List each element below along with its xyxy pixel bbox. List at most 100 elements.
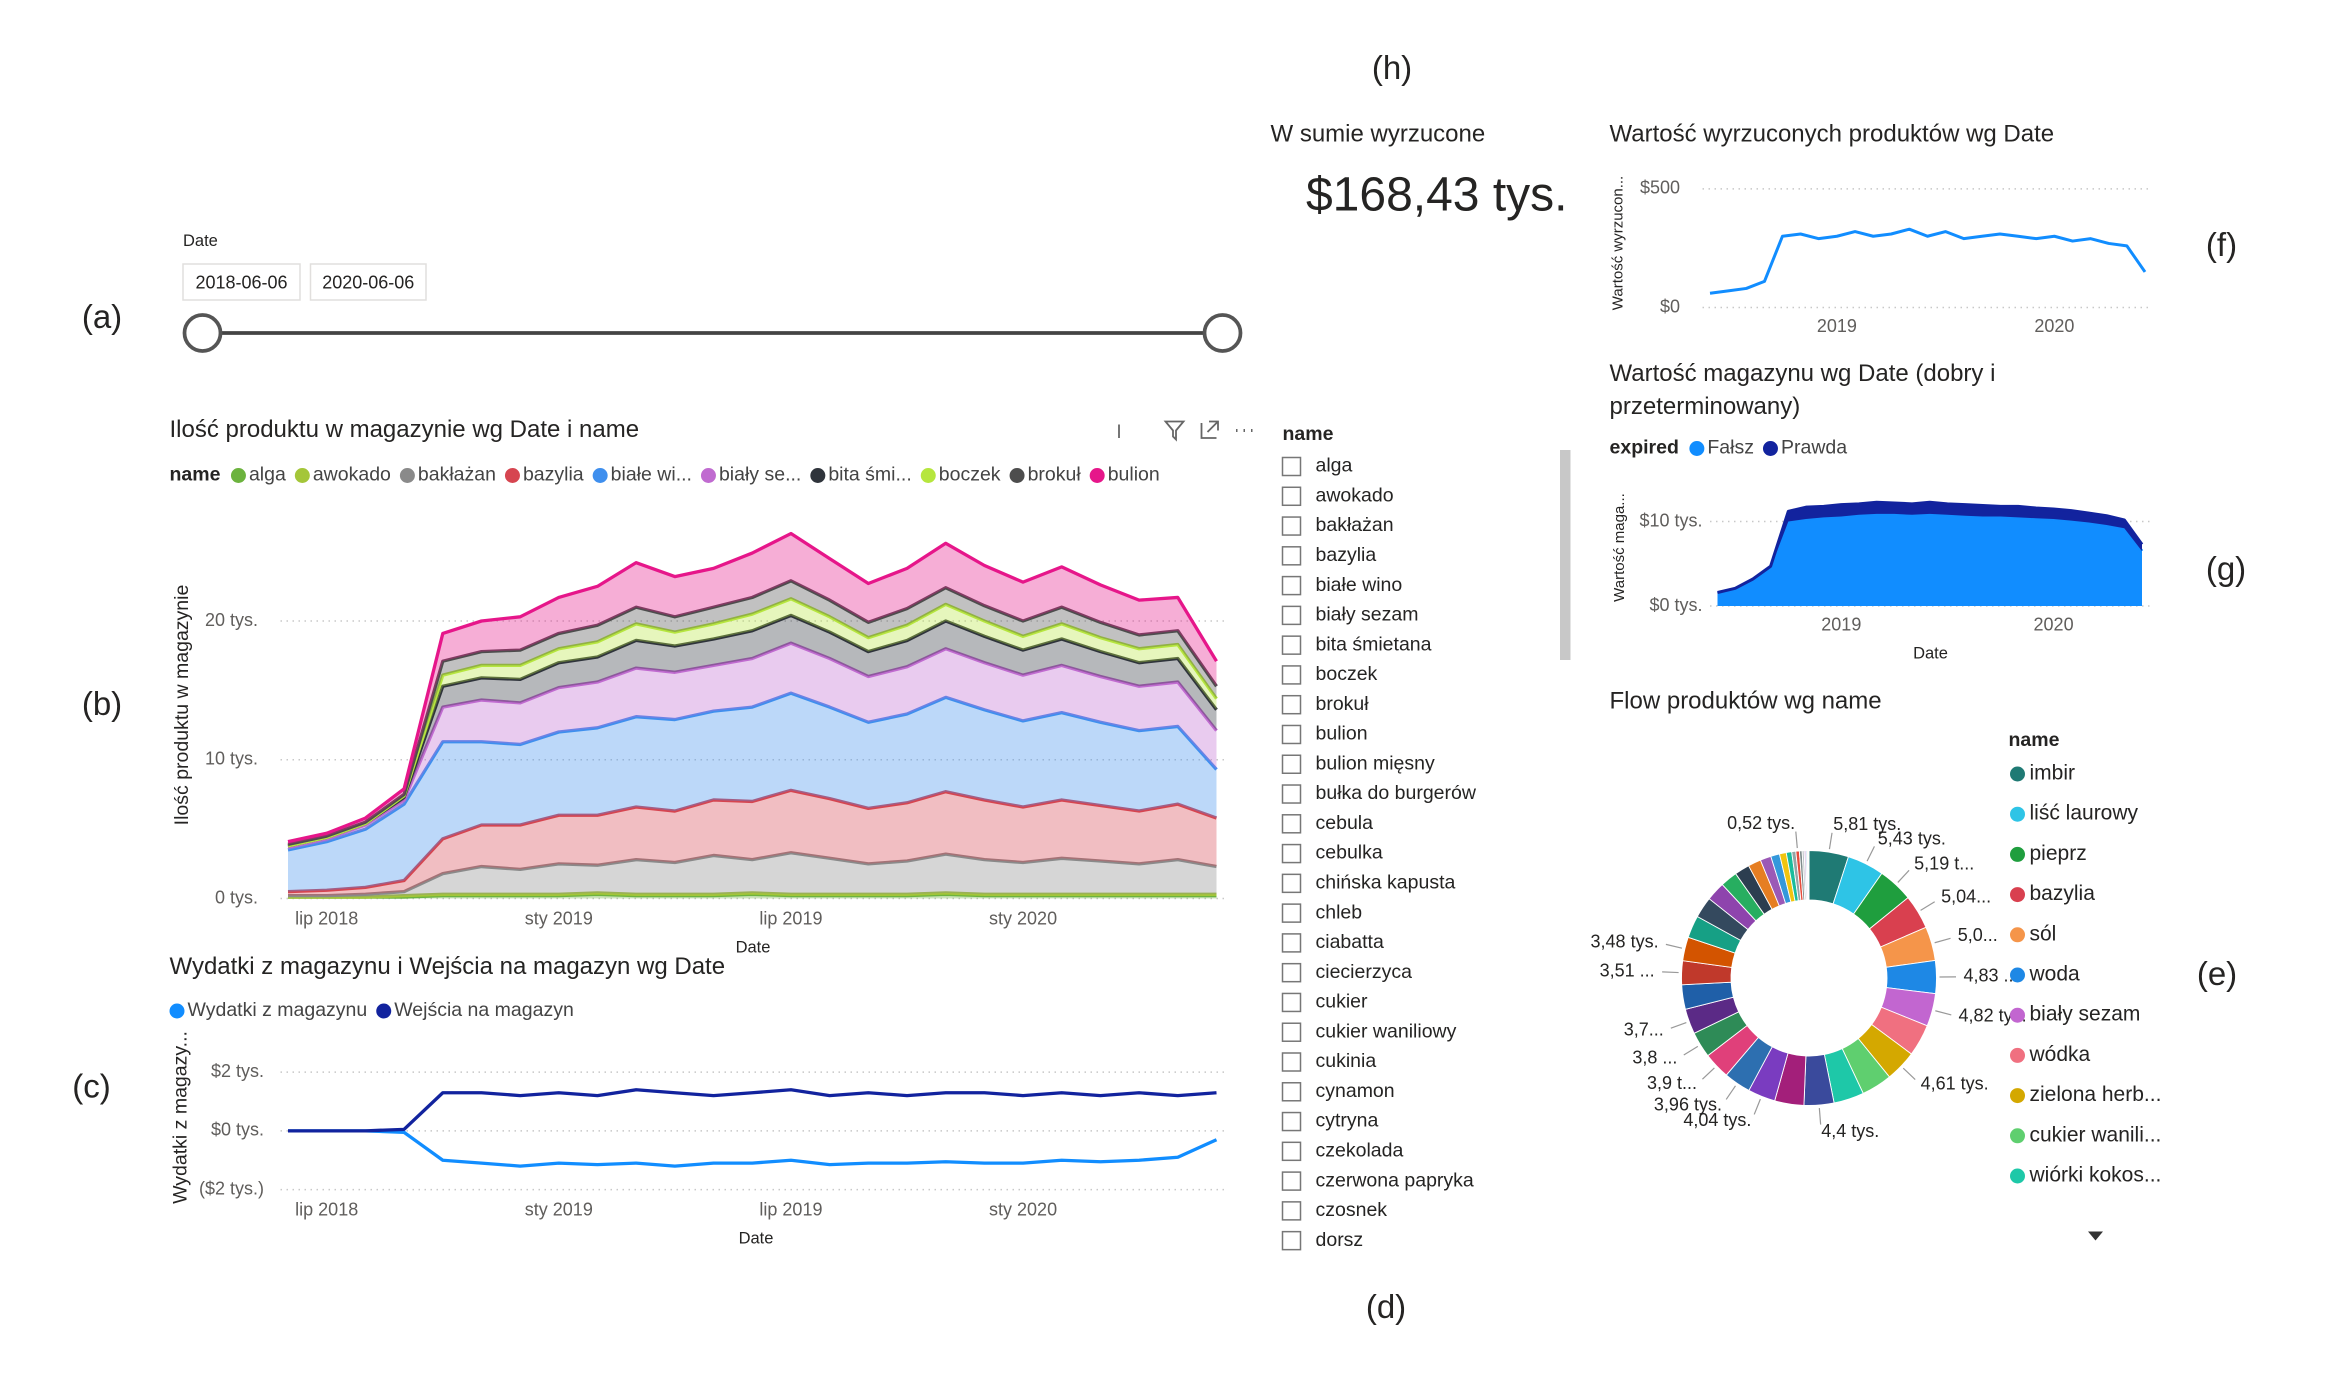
checkbox[interactable] <box>1281 1052 1302 1072</box>
data-label: 3,51 ... <box>1600 960 1655 980</box>
legend-label: biały se... <box>719 464 801 486</box>
line <box>288 1088 1217 1133</box>
legend-marker <box>2010 846 2025 862</box>
slicer-item: cebula <box>1316 812 1374 834</box>
checkbox[interactable] <box>1281 933 1302 953</box>
checkbox[interactable] <box>1281 1082 1302 1102</box>
x-tick-label: 2019 <box>1817 316 1857 336</box>
area-line <box>288 891 1217 899</box>
slider-handle[interactable] <box>1202 313 1243 353</box>
data-label: 5,19 t... <box>1914 854 1974 874</box>
legend-marker <box>2010 1168 2025 1184</box>
leader-line <box>1702 1067 1715 1080</box>
slicer-item: ciecierzyca <box>1316 961 1413 983</box>
checkbox[interactable] <box>1281 1171 1302 1191</box>
checkbox[interactable] <box>1281 605 1302 626</box>
card-title: W sumie wyrzucone <box>1271 120 1486 147</box>
area-line <box>287 597 1218 848</box>
y-axis-label: Ilość produktu w magazynie <box>171 585 193 826</box>
legend-marker <box>2010 1007 2025 1023</box>
panel-label: (c) <box>72 1068 110 1105</box>
checkbox[interactable] <box>1281 575 1302 596</box>
checkbox[interactable] <box>1281 724 1302 745</box>
data-label: 0,52 tys. <box>1727 813 1795 833</box>
slicer-item: bazylia <box>1316 544 1377 566</box>
slider-handle[interactable] <box>182 313 223 353</box>
x-axis-label: Date <box>1913 644 1948 662</box>
leader-line <box>1683 1045 1699 1056</box>
checkbox[interactable] <box>1281 1201 1302 1221</box>
slicer-item: cynamon <box>1316 1080 1395 1102</box>
date-input[interactable] <box>309 263 427 301</box>
legend-marker <box>592 468 608 483</box>
checkbox[interactable] <box>1281 992 1302 1013</box>
chart-title: Wydatki z magazynu i Wejścia na magazyn … <box>170 953 726 980</box>
checkbox[interactable] <box>1281 1141 1302 1162</box>
area-line <box>287 531 1218 844</box>
y-tick-label: 10 tys. <box>205 749 258 769</box>
legend-marker <box>1689 441 1705 456</box>
legend-marker <box>2010 1088 2025 1104</box>
chart-title: Wartość wyrzuconych produktów wg Date <box>1610 120 2055 147</box>
slicer-item: białe wino <box>1316 574 1403 596</box>
checkbox[interactable] <box>1281 546 1302 566</box>
scrollbar[interactable] <box>1560 450 1571 660</box>
data-label: 5,81 tys. <box>1833 814 1901 834</box>
legend-marker <box>1762 441 1778 456</box>
area-fill <box>288 533 1217 845</box>
checkbox[interactable] <box>1281 1111 1302 1132</box>
checkbox[interactable] <box>1281 903 1302 923</box>
checkbox[interactable] <box>1281 962 1302 983</box>
slicer-item: dorsz <box>1316 1229 1364 1251</box>
checkbox[interactable] <box>1281 694 1302 715</box>
y-tick-label: $2 tys. <box>211 1061 264 1081</box>
y-tick-label: $500 <box>1640 178 1680 198</box>
data-label: 4,83 ... <box>1963 966 2018 986</box>
visual-header-icons <box>1118 420 1253 442</box>
checkbox[interactable] <box>1281 486 1302 507</box>
area-fill <box>288 790 1217 896</box>
chart-title: Flow produktów wg name <box>1610 687 1882 714</box>
leader-line <box>1920 901 1936 911</box>
legend-scroll-arrow[interactable] <box>2088 1231 2103 1241</box>
legend-label: bulion <box>1108 464 1160 486</box>
area-line <box>287 579 1218 846</box>
panel-label: (d) <box>1366 1288 1406 1325</box>
checkbox[interactable] <box>1281 843 1302 864</box>
slicer-title: name <box>1283 423 1334 445</box>
slicer-item: czerwona papryka <box>1316 1169 1474 1191</box>
slicer-item: alga <box>1316 455 1353 477</box>
checkbox[interactable] <box>1281 754 1302 774</box>
area-fill <box>288 693 1217 892</box>
legend-marker <box>920 468 936 483</box>
filter-icon[interactable] <box>1163 420 1186 442</box>
legend-label: woda <box>2029 963 2081 986</box>
leader-line <box>1902 1067 1916 1081</box>
legend-label: liść laurowy <box>2030 802 2139 825</box>
date-input[interactable] <box>182 263 301 301</box>
legend-label: Prawda <box>1781 437 1847 459</box>
data-label: 4,4 tys. <box>1821 1121 1879 1141</box>
slicer-item: chleb <box>1316 901 1363 923</box>
slicer-item: ciabatta <box>1316 931 1384 953</box>
leader-line <box>1828 832 1833 850</box>
checkbox[interactable] <box>1281 1022 1302 1042</box>
legend-label: biały sezam <box>2030 1003 2141 1026</box>
checkbox[interactable] <box>1281 1230 1302 1251</box>
checkbox[interactable] <box>1281 784 1302 804</box>
checkbox[interactable] <box>1281 635 1302 655</box>
checkbox[interactable] <box>1281 456 1302 477</box>
checkbox[interactable] <box>1281 814 1302 834</box>
slicer-item: bakłażan <box>1316 514 1394 536</box>
data-label: 5,04... <box>1941 887 1991 907</box>
checkbox[interactable] <box>1281 665 1302 685</box>
focus-icon[interactable] <box>1200 420 1219 439</box>
checkbox[interactable] <box>1281 873 1302 894</box>
line <box>1709 227 2147 295</box>
slicer-item: bułka do burgerów <box>1316 782 1477 804</box>
slicer-item: czekolada <box>1316 1139 1404 1161</box>
checkbox[interactable] <box>1281 516 1302 536</box>
y-tick-label: $10 tys. <box>1639 510 1702 530</box>
panel-label: (h) <box>1372 49 1412 86</box>
